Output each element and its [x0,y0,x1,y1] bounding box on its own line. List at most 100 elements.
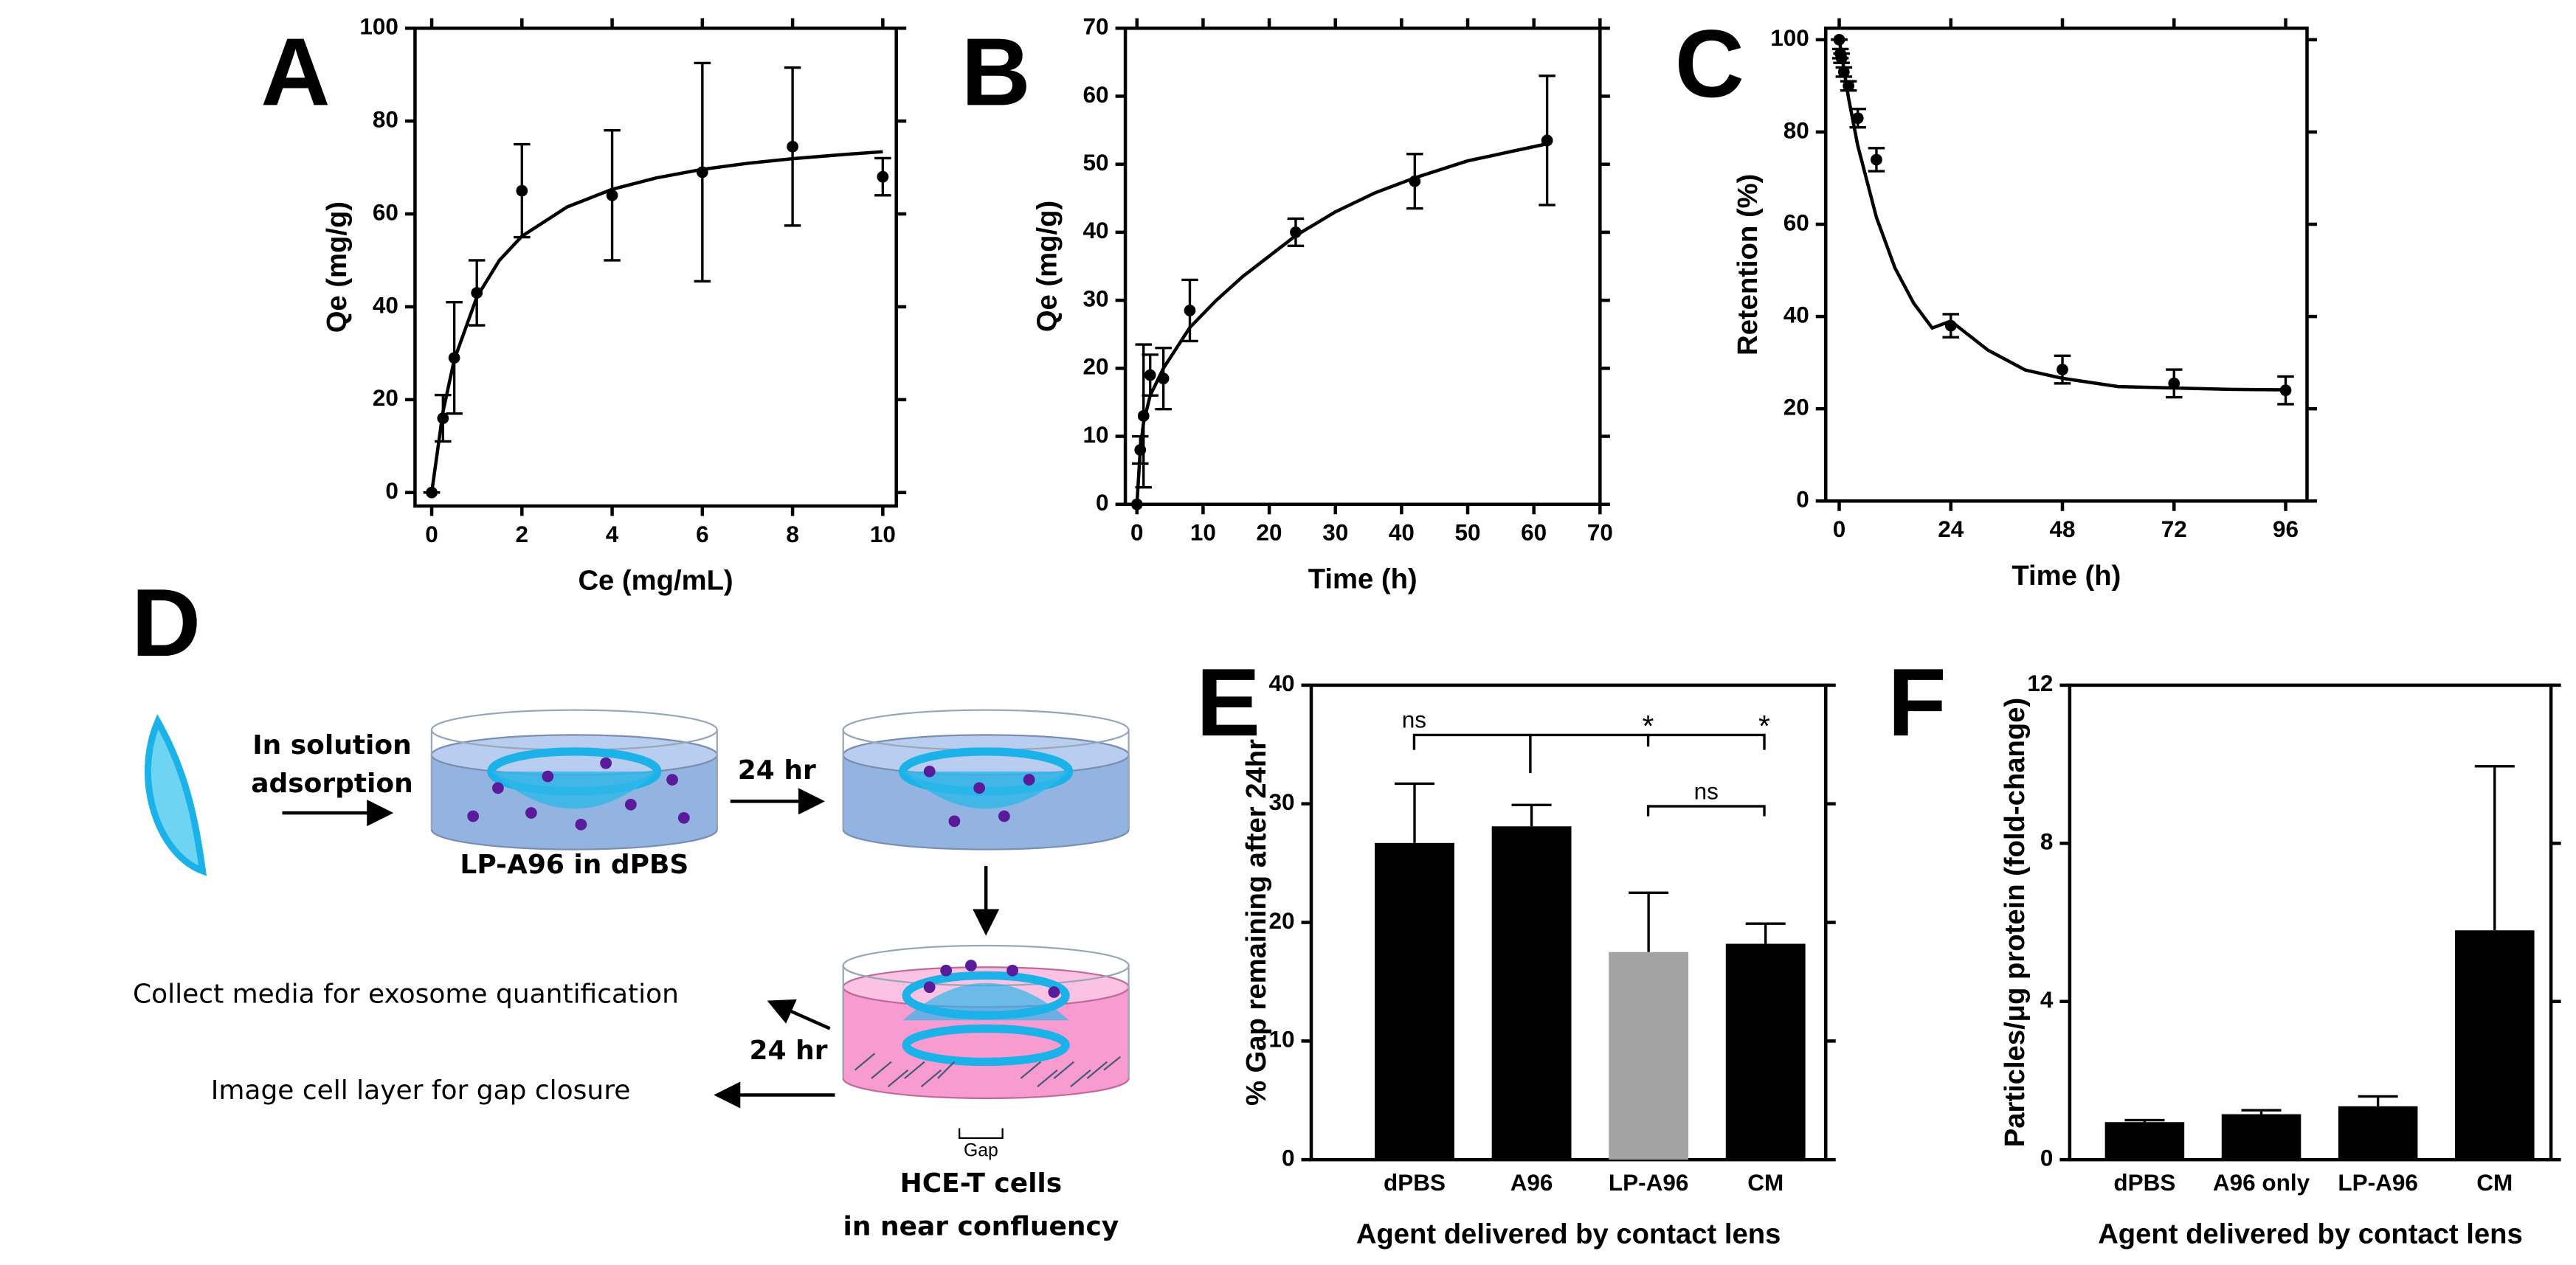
x-tick-label: LP-A96 [2338,1170,2417,1196]
point [1871,153,1882,166]
point [1130,498,1143,510]
plot-frame [2068,683,2553,1162]
y-axis-label: Qe (mg/g) [321,201,353,333]
y-tick-label: 40 [1268,670,1294,696]
panel-label: E [1196,648,1260,756]
point [1851,112,1864,125]
point [1184,305,1196,316]
x-tick-label: 8 [786,521,799,547]
x-tick-label: 48 [2050,516,2076,542]
fit-curve [429,150,883,493]
point [1843,80,1854,92]
x-tick-label: dPBS [1384,1170,1446,1196]
y-tick-label: 40 [1083,218,1109,243]
bar [1725,943,1806,1160]
point [516,184,528,197]
point [1837,66,1850,78]
point [1157,372,1170,385]
dish [842,709,1130,850]
time-label: 24 hr [750,1036,828,1066]
point [787,140,798,153]
step-text: Collect media for exosome quantification [133,980,679,1010]
y-tick-label: 60 [1083,82,1109,108]
y-tick-label: 8 [2040,829,2054,855]
gap-bracket [959,1128,1004,1140]
point [1290,226,1302,238]
panel-label: F [1888,648,1947,756]
point [696,166,708,179]
y-tick-label: 80 [373,106,398,132]
dish [842,944,1130,1100]
x-tick-label: 20 [1257,520,1282,546]
y-tick-label: 30 [1268,789,1294,815]
cells-label: HCE-T cells [900,1168,1063,1199]
point [606,189,618,201]
panel-label: C [1675,10,1744,117]
point [1944,319,1957,332]
bar [2338,1106,2418,1160]
y-tick-label: 20 [1268,908,1294,934]
point [437,412,449,424]
point [877,170,889,183]
panel-label: A [260,18,330,125]
y-tick-label: 30 [1083,285,1109,311]
point [1409,175,1421,187]
y-tick-label: 20 [373,385,398,411]
plot-frame [1823,26,2309,503]
y-tick-label: 12 [2027,670,2053,696]
x-tick-label: 70 [1587,520,1613,546]
point [1835,52,1848,64]
x-tick-label: 2 [516,521,529,547]
y-tick-label: 0 [1096,490,1109,516]
y-tick-label: 40 [1783,302,1809,327]
y-tick-label: 10 [1268,1027,1294,1053]
y-axis-label: Particles/μg protein (fold-change) [1999,698,2031,1147]
x-tick-label: LP-A96 [1609,1170,1688,1196]
x-tick-label: 0 [425,521,438,547]
y-tick-label: 0 [1282,1145,1295,1171]
step-text: adsorption [251,769,412,799]
x-tick-label: A96 [1510,1170,1553,1196]
y-tick-label: 0 [2040,1145,2054,1171]
fit-curve [1837,39,2286,392]
plot-frame [1123,26,1602,506]
y-tick-label: 100 [359,14,398,40]
panel-label: D [131,569,201,676]
annotation: ns [1694,778,1719,804]
y-tick-label: 20 [1783,394,1809,420]
point [2057,364,2068,375]
annotation: ns [1402,707,1426,733]
x-axis-label: Time (h) [1308,563,1418,595]
y-axis-label: % Gap remaining after 24hr [1240,739,1272,1106]
x-tick-label: 24 [1938,516,1964,542]
bar [2455,930,2535,1160]
y-tick-label: 80 [1783,117,1809,143]
point [2168,377,2180,389]
x-tick-label: 40 [1389,520,1415,546]
diagram: D In solution adsorption LP-A96 in dPBS … [131,569,1130,1241]
point [1137,409,1150,422]
bar [1491,826,1572,1160]
point [1541,134,1553,147]
x-tick-label: 10 [1190,520,1216,546]
significance [1412,733,1766,817]
y-tick-label: 50 [1083,150,1109,176]
x-tick-label: 0 [1130,520,1144,546]
y-axis-label: Retention (%) [1732,174,1764,356]
bar [1375,842,1454,1160]
point [2279,384,2292,397]
point [426,486,438,499]
time-label: 24 hr [738,755,816,786]
plot-frame [413,26,898,508]
x-tick-label: 96 [2273,516,2299,542]
y-tick-label: 20 [1083,354,1109,380]
x-tick-label: 72 [2161,516,2187,542]
x-axis-label: Ce (mg/mL) [578,565,733,597]
x-tick-label: dPBS [2113,1170,2175,1196]
bar [2221,1114,2302,1160]
x-axis-label: Agent delivered by contact lens [1356,1219,1781,1250]
lens [145,714,207,876]
x-tick-label: CM [2476,1170,2513,1196]
step-text: In solution [252,730,411,760]
